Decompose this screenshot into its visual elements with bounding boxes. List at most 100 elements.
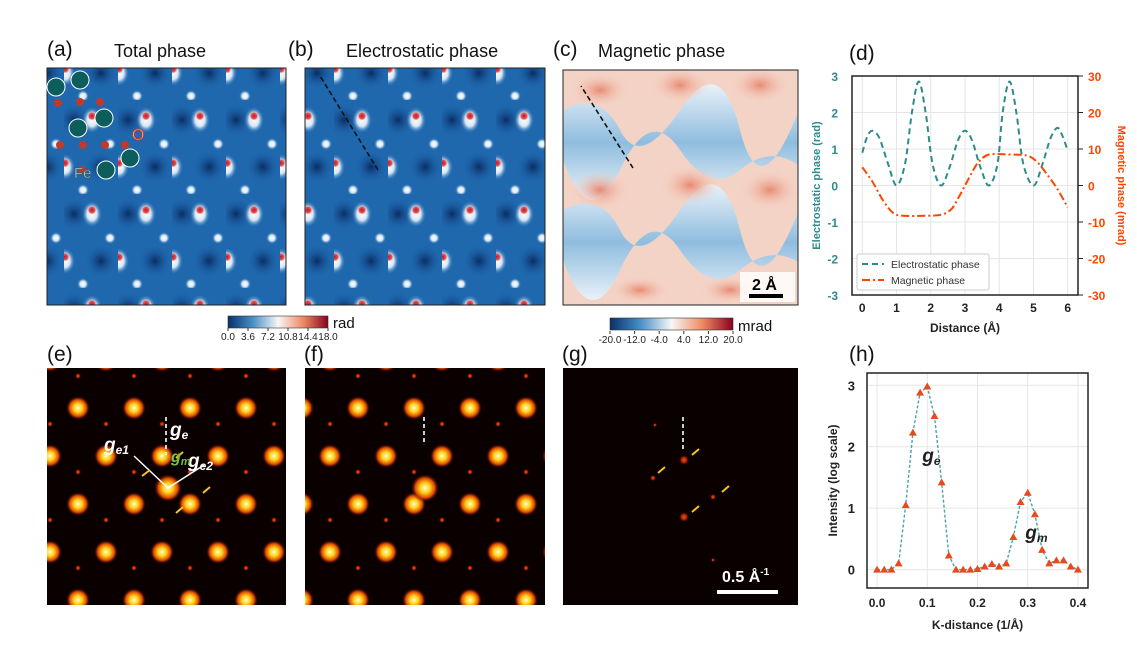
y2-tick-label: 10 [1088, 143, 1102, 157]
y2-tick-label: -20 [1088, 253, 1106, 267]
data-point-marker [923, 382, 932, 390]
panel-title-c: Magnetic phase [598, 41, 726, 61]
series-electrostatic-phase [861, 80, 1069, 187]
data-point-marker [995, 562, 1004, 570]
y-tick-label: 1 [831, 143, 838, 157]
colorbar-magnetic-phase [609, 317, 734, 331]
data-point-marker [1009, 533, 1018, 541]
panel-title-b: Electrostatic phase [346, 41, 499, 61]
g-e-label: ge [169, 420, 189, 442]
data-point-marker [937, 478, 946, 486]
y-axis-label: Electrostatic phase (rad) [811, 121, 823, 250]
x-tick-label: 0 [859, 301, 866, 315]
line-profile-path [580, 85, 634, 169]
y-tick-label: 0 [848, 563, 855, 578]
y-tick-label: -3 [827, 289, 838, 303]
data-point-marker [1059, 556, 1068, 564]
data-point-marker [1045, 559, 1054, 567]
data-point-marker [930, 412, 939, 419]
g-e1-label: ge1 [103, 435, 129, 457]
data-point-marker [1073, 565, 1082, 573]
x-tick-label: 5 [1030, 301, 1037, 315]
series-intensity [877, 385, 1079, 571]
y2-tick-label: -10 [1088, 216, 1106, 230]
data-point-marker [951, 565, 960, 573]
panel-label-f: (f) [304, 343, 324, 366]
y-tick-label: 0 [831, 180, 838, 194]
x-tick-label: 0.0 [869, 596, 886, 610]
y-tick-label: 3 [831, 70, 838, 84]
y2-tick-label: 20 [1088, 107, 1102, 121]
data-point-marker [901, 501, 910, 509]
colorbar-tick-label: -4.0 [651, 335, 669, 346]
x-tick-label: 0.1 [919, 596, 936, 610]
panel-label-e: (e) [47, 343, 73, 366]
panel-label-b: (b) [288, 38, 314, 61]
chart-d-line-profile: 0 1 2 3 4 5 6-3-2-10123-30-20-100102030Distanc… [811, 70, 1127, 335]
colorbar-tick-label: 10.8 [278, 332, 298, 343]
colorbar-tick-label: 12.0 [699, 335, 719, 346]
peak-annotation: ge [921, 446, 941, 468]
fft-total-image [47, 368, 286, 605]
scale-bar [717, 590, 778, 594]
colorbar-tick-label: -20.0 [599, 335, 622, 346]
colorbar-tick-label: 20.0 [723, 335, 743, 346]
scale-bar-label: 0.5 Å-1 [722, 567, 770, 586]
legend-label: Electrostatic phase [891, 259, 980, 271]
colorbar-total-phase [227, 315, 329, 329]
panel-label-a: (a) [47, 38, 73, 61]
data-point-marker [894, 559, 903, 567]
x-tick-label: 4 [996, 301, 1003, 315]
data-point-marker [873, 565, 882, 573]
scale-bar-label: 2 Å [752, 275, 777, 294]
panel-label-c: (c) [553, 38, 578, 61]
data-point-marker [880, 565, 889, 573]
data-point-marker [944, 551, 953, 559]
electrostatic-phase-image [304, 67, 546, 306]
data-point-marker [887, 565, 896, 573]
x-tick-label: 0.2 [969, 596, 986, 610]
chart-h-intensity-profile: 0.0 0.1 0.2 0.3 0.4 0 1 2 3 ge gm K-distance (1/Å) I… [826, 372, 1089, 632]
panel-label-h: (h) [849, 343, 875, 366]
fe-atom-label: Fe [74, 165, 92, 182]
y-tick-label: -2 [827, 253, 838, 267]
data-point-marker [908, 428, 917, 436]
colorbar-tick-label: 4.0 [677, 335, 691, 346]
x-tick-label: 6 [1064, 301, 1071, 315]
colorbar-tick-label: -12.0 [623, 335, 646, 346]
colorbar-tick-label: 0.0 [221, 332, 235, 343]
g-e2-label: ge2 [187, 451, 213, 473]
data-point-marker [980, 562, 989, 570]
x-tick-label: 2 [927, 301, 934, 315]
legend-label: Magnetic phase [891, 275, 965, 287]
scale-bar [749, 294, 783, 298]
x-tick-label: 0.4 [1070, 596, 1087, 610]
x-tick-label: 0.3 [1019, 596, 1036, 610]
data-point-marker [1038, 545, 1047, 553]
y2-tick-label: 0 [1088, 180, 1095, 194]
data-point-marker [973, 564, 982, 572]
data-point-marker [1030, 510, 1039, 518]
colorbar-unit-mrad: mrad [738, 318, 772, 335]
g-m-label: gm [170, 449, 191, 468]
x-axis-label: K-distance (1/Å) [932, 617, 1023, 632]
colorbar-tick-label: 18.0 [318, 332, 338, 343]
y-tick-label: -1 [827, 216, 838, 230]
data-point-marker [1002, 559, 1011, 567]
fft-magnetic-image [563, 368, 798, 605]
data-point-marker [1023, 488, 1032, 496]
colorbar-tick-label: 7.2 [261, 332, 275, 343]
colorbar-tick-label: 14.4 [298, 332, 318, 343]
plot-frame [866, 372, 1089, 589]
data-point-marker [1066, 562, 1075, 570]
panel-label-d: (d) [849, 42, 875, 65]
atom-model-overlay [46, 70, 140, 180]
y2-axis-label: Magnetic phase (mrad) [1115, 126, 1127, 246]
data-point-marker [1052, 556, 1061, 564]
total-phase-image [46, 67, 287, 306]
data-point-marker [916, 388, 925, 396]
line-profile-path [319, 75, 379, 171]
y-tick-label: 3 [848, 378, 855, 393]
data-point-marker [959, 565, 968, 573]
